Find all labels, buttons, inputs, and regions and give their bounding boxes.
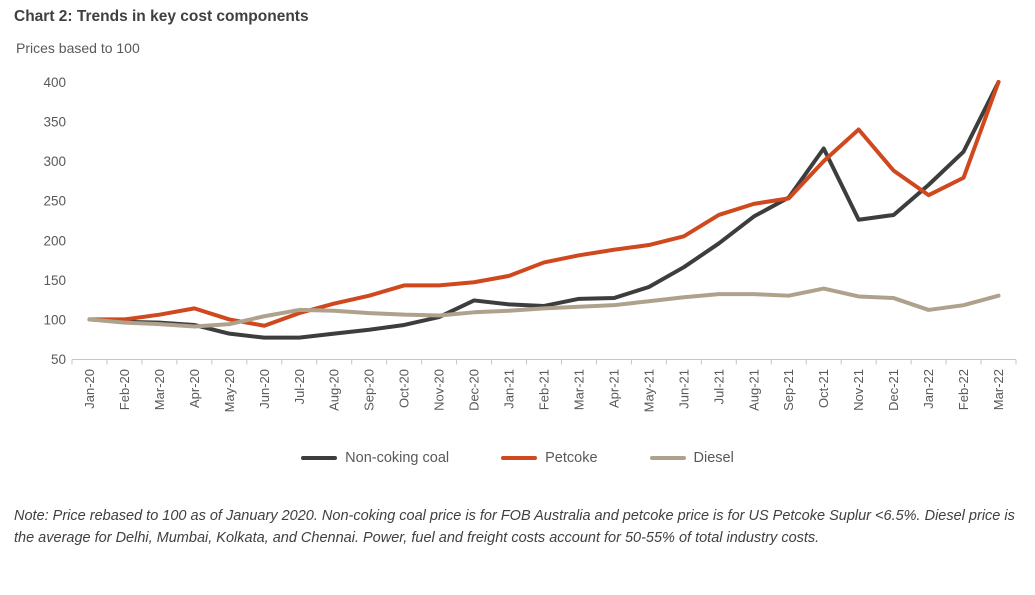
x-axis-label: Mar-22 xyxy=(991,369,1006,410)
x-axis-label: Oct-21 xyxy=(816,369,831,408)
x-axis-label: Dec-21 xyxy=(886,369,901,411)
x-axis-label: Mar-20 xyxy=(152,369,167,410)
legend-item: Petcoke xyxy=(501,450,598,466)
y-axis-label: 250 xyxy=(43,194,66,209)
chart-svg: 50 100 150 200 250 300 350 400 Jan-20 Feb-20 Mar-2… xyxy=(43,75,1017,412)
x-axis-label: May-20 xyxy=(222,369,237,412)
x-axis-label: Aug-20 xyxy=(327,369,342,411)
series-line-petcoke xyxy=(87,80,1001,328)
x-axis-label: Jan-20 xyxy=(82,369,97,409)
x-axis-label: Jun-21 xyxy=(676,369,691,409)
x-axis-label: Sep-20 xyxy=(362,369,377,411)
y-axis-label: 300 xyxy=(43,154,66,169)
legend: Non-coking coal Petcoke Diesel xyxy=(0,450,1035,466)
x-axis-label: Aug-21 xyxy=(746,369,761,411)
x-axis-label: Jul-20 xyxy=(292,369,307,404)
legend-item: Non-coking coal xyxy=(301,450,449,466)
y-axis-label: 350 xyxy=(43,115,66,130)
x-axis-label: Oct-20 xyxy=(397,369,412,408)
x-axis-label: Feb-21 xyxy=(537,369,552,410)
x-axis-label: Jan-21 xyxy=(502,369,517,409)
y-axis-label: 50 xyxy=(51,352,66,367)
x-axis-label: Apr-20 xyxy=(187,369,202,408)
chart-subtitle: Prices based to 100 xyxy=(16,40,140,56)
x-axis-label: Dec-20 xyxy=(467,369,482,411)
series-line-diesel xyxy=(87,286,1001,329)
x-axis-label: Jan-22 xyxy=(921,369,936,409)
y-axis-label: 200 xyxy=(43,233,66,248)
x-axis-label: May-21 xyxy=(641,369,656,412)
x-axis-label: Jul-21 xyxy=(711,369,726,404)
x-axis-label: Jun-20 xyxy=(257,369,272,409)
legend-item: Diesel xyxy=(649,450,734,466)
legend-line-swatch xyxy=(501,456,538,460)
x-axis-label: Nov-20 xyxy=(432,369,447,411)
chart-title: Chart 2: Trends in key cost components xyxy=(14,8,309,25)
x-axis-label: Mar-21 xyxy=(571,369,586,410)
legend-line-swatch xyxy=(649,456,686,460)
x-axis-label: Apr-21 xyxy=(606,369,621,408)
series-line-non-coking-coal xyxy=(87,80,1001,340)
y-axis-label: 150 xyxy=(43,273,66,288)
y-axis-label: 400 xyxy=(43,75,66,90)
legend-label: Petcoke xyxy=(545,450,598,466)
legend-label: Diesel xyxy=(693,450,734,466)
x-axis-label: Nov-21 xyxy=(851,369,866,411)
x-axis-label: Sep-21 xyxy=(781,369,796,411)
x-axis-label: Feb-22 xyxy=(956,369,971,410)
y-axis-label: 100 xyxy=(43,312,66,327)
x-axis-label: Feb-20 xyxy=(117,369,132,410)
legend-line-swatch xyxy=(301,456,338,460)
legend-label: Non-coking coal xyxy=(345,450,450,466)
chart-note: Note: Price rebased to 100 as of January… xyxy=(14,508,1015,546)
